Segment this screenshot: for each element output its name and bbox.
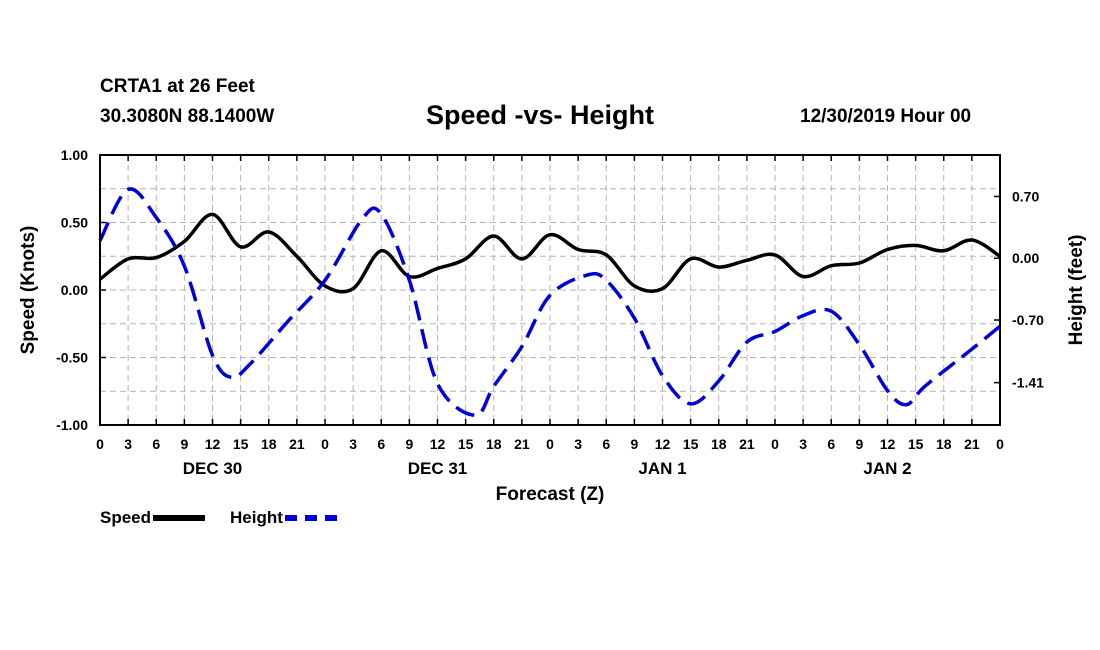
legend-height-label: Height xyxy=(230,508,283,527)
y-left-tick-label: 0.00 xyxy=(61,282,88,298)
x-tick-label: 0 xyxy=(546,436,554,452)
x-tick-label: 0 xyxy=(996,436,1004,452)
day-label: JAN 2 xyxy=(863,459,911,478)
day-label: DEC 31 xyxy=(408,459,468,478)
x-tick-label: 12 xyxy=(880,436,896,452)
series-layer xyxy=(98,187,1002,418)
x-tick-label: 6 xyxy=(377,436,385,452)
x-tick-label: 12 xyxy=(430,436,446,452)
x-tick-label: 12 xyxy=(655,436,671,452)
y-right-tick-label: 0.00 xyxy=(1012,250,1039,266)
x-tick-label: 21 xyxy=(964,436,980,452)
x-tick-label: 6 xyxy=(602,436,610,452)
x-tick-label: 3 xyxy=(349,436,357,452)
x-tick-label: 21 xyxy=(289,436,305,452)
x-tick-label: 9 xyxy=(855,436,863,452)
x-tick-label: 18 xyxy=(711,436,727,452)
y-right-tick-label: 0.70 xyxy=(1012,188,1039,204)
y-left-tick-label: 0.50 xyxy=(61,215,88,231)
series-line-speed xyxy=(98,212,1001,294)
x-tick-label: 6 xyxy=(827,436,835,452)
legend-height-swatch xyxy=(284,515,337,521)
x-tick-label: 15 xyxy=(458,436,474,452)
x-tick-label: 0 xyxy=(96,436,104,452)
axis-ticks xyxy=(99,154,1001,426)
x-tick-label: 6 xyxy=(152,436,160,452)
y-right-tick-label: -0.70 xyxy=(1012,312,1044,328)
series-line-height xyxy=(98,187,1002,418)
x-tick-label: 9 xyxy=(630,436,638,452)
legend-item-height: Height xyxy=(230,508,337,528)
legend-speed-swatch xyxy=(153,515,206,521)
forecast-datetime: 12/30/2019 Hour 00 xyxy=(800,106,972,127)
day-label: JAN 1 xyxy=(638,459,686,478)
x-tick-label: 12 xyxy=(205,436,221,452)
axis-labels: 0 3 6 9 12 15 18 21 0 3 6 9 12 15 18 21 0 3 6 9 12 15 18 21 0 3 6 9… xyxy=(18,147,1087,505)
y-left-axis-title: Speed (Knots) xyxy=(18,226,39,355)
station-coordinates: 30.3080N 88.1400W xyxy=(100,106,275,127)
station-label: CRTA1 at 26 Feet xyxy=(100,76,255,97)
x-tick-label: 3 xyxy=(799,436,807,452)
x-tick-label: 18 xyxy=(486,436,502,452)
x-tick-label: 3 xyxy=(574,436,582,452)
legend-item-speed: Speed xyxy=(100,508,206,528)
grid xyxy=(100,155,1000,425)
y-left-tick-label: -0.50 xyxy=(56,350,88,366)
y-left-tick-label: -1.00 xyxy=(56,417,88,433)
chart-title: Speed -vs- Height xyxy=(426,100,655,130)
legend-speed-label: Speed xyxy=(100,508,152,527)
x-tick-label: 0 xyxy=(321,436,329,452)
y-right-tick-label: -1.41 xyxy=(1012,375,1044,391)
x-tick-label: 15 xyxy=(683,436,699,452)
x-tick-label: 15 xyxy=(233,436,249,452)
y-left-tick-label: 1.00 xyxy=(61,147,88,163)
x-tick-label: 18 xyxy=(261,436,277,452)
x-tick-label: 15 xyxy=(908,436,924,452)
x-tick-label: 18 xyxy=(936,436,952,452)
x-axis-title: Forecast (Z) xyxy=(496,484,605,505)
x-tick-label: 3 xyxy=(124,436,132,452)
x-tick-label: 21 xyxy=(514,436,530,452)
x-tick-label: 9 xyxy=(180,436,188,452)
x-tick-label: 0 xyxy=(771,436,779,452)
day-label: DEC 30 xyxy=(183,459,243,478)
y-right-axis-title: Height (feet) xyxy=(1066,235,1087,346)
x-tick-label: 21 xyxy=(739,436,755,452)
x-tick-label: 9 xyxy=(405,436,413,452)
